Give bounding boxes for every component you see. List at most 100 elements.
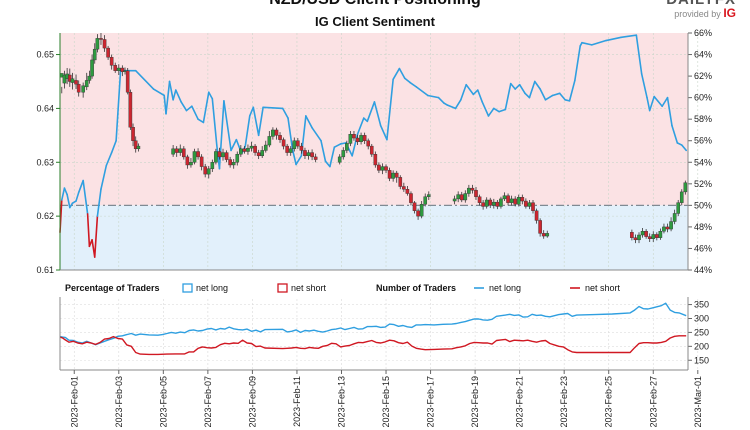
- candle-body: [189, 162, 193, 166]
- sentiment-line-segment: [671, 124, 679, 144]
- candle-body: [84, 80, 89, 88]
- candle-body: [285, 145, 289, 153]
- sentiment-line-segment: [211, 97, 218, 146]
- y-right-tick-label: 46%: [694, 243, 712, 253]
- legend-num-long-label: net long: [489, 283, 521, 293]
- candle-body: [246, 148, 250, 152]
- sentiment-line-segment: [339, 142, 347, 145]
- y-right-tick-label: 150: [694, 355, 709, 365]
- sentiment-line-segment: [86, 213, 91, 248]
- candle-body: [62, 74, 67, 84]
- sentiment-line-segment: [398, 67, 406, 80]
- sentiment-line-segment: [514, 83, 521, 90]
- candle-body: [481, 202, 485, 207]
- y-right-tick-label: 62%: [694, 71, 712, 81]
- y-right-tick-label: 350: [694, 300, 709, 310]
- candle-body: [217, 151, 222, 158]
- candle-body: [545, 233, 550, 237]
- sentiment-line-segment: [180, 101, 188, 112]
- sentiment-line-segment: [291, 148, 297, 166]
- sentiment-line-segment: [152, 88, 166, 97]
- sentiment-line-segment: [100, 164, 108, 191]
- candle-body: [474, 190, 478, 197]
- sentiment-line-segment: [472, 89, 479, 96]
- sentiment-line-segment: [676, 142, 683, 146]
- sentiment-line-segment: [165, 80, 171, 115]
- sentiment-line-segment: [533, 80, 541, 90]
- sentiment-line-segment: [653, 95, 659, 102]
- sentiment-line-segment: [524, 92, 531, 99]
- y-right-tick-label: 54%: [694, 157, 712, 167]
- candle-body: [221, 152, 225, 158]
- candle-body: [524, 200, 528, 207]
- y-left-tick-label: 0.63: [36, 157, 54, 167]
- candle-body: [171, 148, 175, 155]
- sentiment-line-segment: [230, 138, 238, 152]
- x-tick-label: 2023-Feb-17: [426, 376, 436, 428]
- candle-body: [274, 129, 279, 136]
- sentiment-line-segment: [257, 106, 264, 137]
- sentiment-line-segment: [168, 80, 174, 101]
- candle-body: [313, 156, 318, 160]
- x-tick-label: 2023-Mar-01: [693, 376, 703, 428]
- candle-body: [214, 151, 218, 163]
- sentiment-line-segment: [498, 108, 507, 113]
- sentiment-line-segment: [93, 215, 99, 258]
- sentiment-line-segment: [366, 101, 376, 123]
- candle-body: [125, 70, 130, 93]
- candle-body: [87, 75, 92, 81]
- sentiment-line-segment: [481, 101, 490, 117]
- legend-pct-title: Percentage of Traders: [65, 283, 160, 293]
- x-tick-label: 2023-Feb-07: [203, 376, 213, 428]
- y-right-tick-label: 60%: [694, 93, 712, 103]
- candle-body: [531, 202, 535, 211]
- sentiment-line-segment: [454, 98, 462, 110]
- candle-body: [362, 135, 367, 141]
- sentiment-line-segment: [568, 79, 576, 102]
- sentiment-line-segment: [175, 89, 182, 103]
- candle-body: [310, 152, 314, 158]
- candle-body: [419, 204, 424, 217]
- sentiment-line-segment: [223, 100, 232, 152]
- candle-body: [337, 156, 342, 163]
- candle-body: [355, 137, 360, 143]
- sentiment-line-segment: [320, 139, 327, 162]
- legend-pct-short-label: net short: [291, 283, 327, 293]
- candle-body: [683, 182, 688, 193]
- sentiment-line-segment: [356, 117, 365, 136]
- candle-body: [384, 166, 388, 171]
- candle-body: [669, 221, 673, 230]
- sentiment-line-segment: [504, 82, 512, 111]
- sentiment-line-segment: [509, 82, 516, 90]
- candle-body: [109, 57, 114, 66]
- candle-body: [467, 187, 471, 194]
- candle-body: [520, 197, 525, 202]
- candle-body: [178, 148, 183, 153]
- brand-ig-text: IG: [723, 6, 736, 20]
- sentiment-line-segment: [476, 89, 484, 103]
- sentiment-line-segment: [295, 155, 303, 166]
- candle-body: [456, 194, 460, 200]
- candle-body: [249, 145, 254, 149]
- candle-body: [679, 191, 684, 203]
- candle-body: [271, 129, 275, 137]
- x-axis: 2023-Feb-01 2023-Feb-03 2023-Feb-05 2023-Fe…: [69, 370, 703, 428]
- candle-body: [278, 135, 282, 140]
- candle-body: [506, 195, 510, 203]
- y-right-tick-label: 56%: [694, 136, 712, 146]
- x-tick-label: 2023-Feb-05: [158, 376, 168, 428]
- sentiment-line-segment: [648, 95, 655, 112]
- sentiment-line-segment: [379, 124, 388, 141]
- candle-body: [366, 140, 371, 147]
- candle-body: [394, 172, 399, 178]
- sentiment-line-segment: [539, 88, 547, 101]
- candle-body: [423, 196, 428, 205]
- candle-body: [99, 38, 103, 40]
- sentiment-line-segment: [373, 101, 382, 127]
- candle-body: [128, 92, 133, 128]
- y-left-tick-label: 0.65: [36, 50, 54, 60]
- candle-body: [74, 80, 78, 85]
- legend-pct-long-label: net long: [196, 283, 228, 293]
- x-tick-label: 2023-Feb-21: [515, 376, 525, 428]
- sentiment-line-segment: [333, 143, 342, 148]
